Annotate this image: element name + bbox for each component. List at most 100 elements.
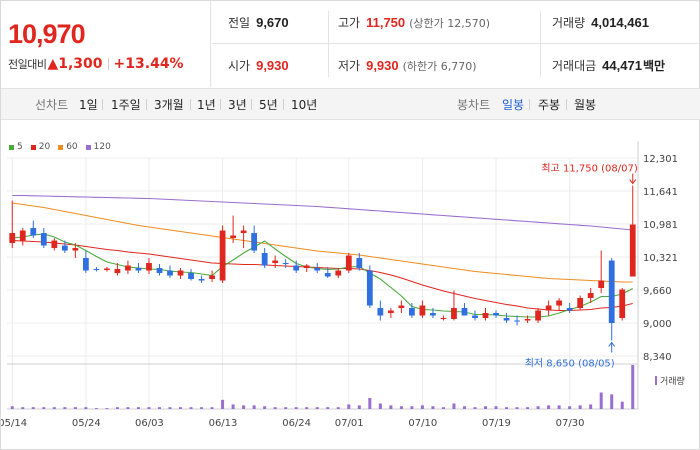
candle-body [177,270,184,276]
period-1y[interactable]: 1년 [197,97,216,112]
candle-body [114,269,121,274]
volume-bar [589,404,593,409]
volume-bar [515,407,519,409]
volume-bar [21,407,25,409]
period-10y[interactable]: 10년 [291,97,318,112]
divider [566,99,567,110]
high-arrow-head [629,179,637,185]
volume-bar [631,365,635,409]
candle-body [230,235,237,239]
stat-sub: (상한가 12,570) [409,16,491,30]
candle-body [40,233,47,246]
y-tick-label: 9,000 [643,319,672,330]
x-tick-label: 06/13 [209,418,238,429]
x-tick-label: 05/14 [1,418,27,429]
volume-bar [210,407,214,409]
candle-body [19,230,26,241]
candle-body [303,265,310,269]
candle-body [9,233,16,244]
candle-body [167,270,173,276]
stat-open: 시가 9,930 [228,44,289,87]
volume-bar [368,398,372,409]
candle-weekly[interactable]: 주봉 [538,97,561,112]
low-annotation: 최저 8,650 (08/05) [525,358,615,370]
candle-body [524,319,531,321]
volume-bar [536,406,540,409]
period-1w[interactable]: 1주일 [111,97,141,112]
change-amount: ▲1,300 [47,56,103,72]
legend-label: 20 [38,142,51,152]
stat-value: 9,670 [256,15,289,30]
candle-daily[interactable]: 일봉 [502,97,525,112]
candle-body [324,273,331,277]
volume-legend: 거래량 [655,374,685,387]
stat-label: 시가 [228,59,251,73]
candle-body [61,245,68,251]
ma20-line [12,239,633,312]
stat-value: 11,750 [366,15,406,30]
volume-bar [42,407,46,409]
candle-body [587,293,594,299]
volume-bar [147,407,151,409]
x-tick-label: 06/24 [282,418,311,429]
volume-bar [378,403,382,409]
candle-body [104,268,110,271]
volume-bar [620,401,624,409]
volume-bar [189,407,193,409]
volume-bar [315,407,319,409]
volume-bar [410,406,414,409]
volume-bar [568,406,572,409]
stat-label: 전일 [228,16,251,30]
candle-body [598,280,605,289]
volume-bar [52,407,56,409]
candle-body [51,240,58,249]
volume-bar [610,394,614,409]
candle-body [493,313,499,316]
stat-value: 9,930 [366,58,399,73]
y-tick-label: 9,660 [643,286,672,297]
legend-label: 120 [93,142,111,152]
stat-low: 저가 9,930 (하한가 6,770) [338,44,477,87]
volume-bar [462,406,466,409]
candle-body [188,273,194,280]
stat-value: 4,014,461 [591,15,649,30]
candle-body [261,253,268,266]
volume-bar [73,407,77,409]
stat-label: 거래대금 [552,59,597,73]
volume-bar [347,404,351,409]
x-tick-label: 07/19 [482,418,511,429]
y-tick-label: 10,981 [643,220,678,231]
volume-bar [473,407,477,409]
candle-body [577,298,584,309]
period-3m[interactable]: 3개월 [154,97,184,112]
legend-swatch [58,144,64,150]
candle-body [93,269,100,271]
stat-unit: 백만 [642,59,666,73]
x-tick-label: 07/01 [335,418,364,429]
candle-body [451,308,457,320]
divider [102,99,103,110]
stat-value: 9,930 [256,58,289,73]
volume-swatch [655,376,657,385]
candle-body [408,308,415,316]
period-3y[interactable]: 3년 [228,97,247,112]
candle-body [619,289,626,319]
stat-prev-close: 전일 9,670 [228,1,289,44]
candle-body [293,265,300,271]
volume-bar [105,408,109,409]
volume-bar [263,406,267,409]
chart-toolbar: 선차트 1일 1주일 3개월 1년 3년 5년 10년 봉차트 일봉 주봉 월봉 [1,88,700,120]
candle-monthly[interactable]: 월봉 [574,97,597,112]
x-tick-label: 05/24 [72,418,101,429]
period-1d[interactable]: 1일 [79,97,98,112]
volume-bar [200,407,204,409]
volume-label: 거래량 [660,377,685,387]
candle-body [556,300,563,306]
candle-body [514,320,520,322]
divider [251,99,252,110]
candle-body [398,305,405,309]
period-5y[interactable]: 5년 [259,97,278,112]
divider [146,99,147,110]
legend-swatch [9,144,14,150]
